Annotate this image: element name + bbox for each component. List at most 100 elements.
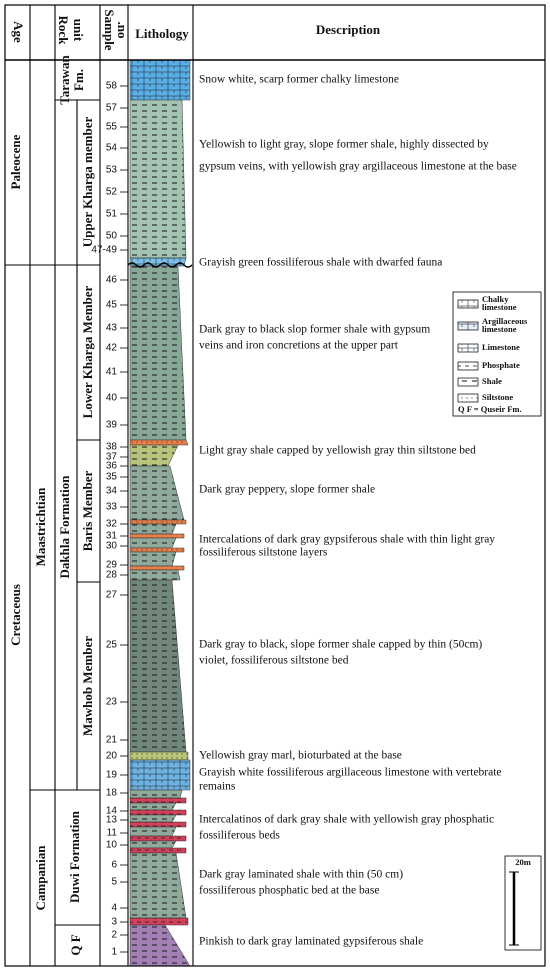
legend-swatch-pattern (458, 344, 478, 352)
sample-number: 6 (111, 860, 117, 871)
rock-pattern (130, 60, 190, 100)
scale-box (504, 855, 542, 951)
sample-number: 2 (111, 930, 117, 941)
rock-pattern (130, 836, 186, 841)
description-text: veins and iron concretions at the upper … (199, 340, 399, 352)
labels: Age Rock unit Sample.no Lithology Description… (8, 9, 531, 957)
rock-pattern (130, 440, 188, 445)
sample-number: 14 (106, 806, 118, 817)
rock-pattern (130, 266, 186, 440)
legend-label: Argillaceous (482, 316, 528, 326)
sample-number: 3 (111, 917, 117, 928)
rock-pattern (130, 534, 184, 538)
description-text: Dark gray to black, slope former shale c… (199, 639, 482, 651)
description-text: Dark gray laminated shale with thin (50 … (199, 869, 403, 881)
sample-number: 43 (106, 323, 118, 334)
sample-number: 1 (111, 947, 117, 958)
sample-number: 47-49 (91, 245, 117, 256)
rock-pattern (130, 918, 188, 925)
description-text: gypsum veins, with yellowish gray argill… (199, 161, 517, 173)
sample-number: 38 (106, 442, 118, 453)
sample-number: 32 (106, 519, 118, 530)
rock-pattern (130, 803, 176, 810)
unconformity (127, 262, 193, 268)
header-sample-no: .no (115, 22, 130, 39)
sample-number: 31 (106, 531, 118, 542)
legend-note: Q F = Quseir Fm. (458, 404, 522, 414)
sample-number: 40 (106, 393, 118, 404)
sample-number: 29 (106, 560, 118, 571)
sample-number: 18 (106, 788, 118, 799)
sample-number: 33 (106, 502, 118, 513)
rock-pattern (130, 815, 176, 822)
rock-unit-label: Baris Member (80, 471, 95, 552)
sample-number: 41 (106, 367, 118, 378)
description-text: remains (199, 781, 236, 793)
description-text: Dark gray peppery, slope former shale (199, 484, 375, 496)
rock-pattern (130, 822, 186, 827)
legend-swatch-pattern (458, 378, 478, 386)
legend-swatch-pattern (458, 362, 478, 370)
legend-swatch-pattern (458, 394, 478, 402)
rock-unit-label: Dakhla Formation (57, 475, 72, 579)
sample-number: 4 (111, 903, 117, 914)
sample-number: 45 (106, 300, 118, 311)
outer-border (4, 4, 546, 967)
rock-pattern (130, 841, 176, 848)
sample-number: 23 (106, 697, 118, 708)
header-rock-unit: unit (71, 19, 86, 42)
sample-number: 55 (106, 122, 118, 133)
rock-pattern (130, 524, 176, 534)
table-frame (4, 4, 546, 967)
sample-number: 53 (106, 165, 118, 176)
description-text: Yellowish to light gray, slope former sh… (199, 139, 489, 151)
legend-label: Shale (482, 376, 502, 386)
description-text: Intercalations of dark gray gypsiferous … (199, 534, 495, 546)
sample-number: 42 (106, 343, 118, 354)
legend-label: Phosphate (482, 360, 520, 370)
rock-unit-label: Tarawan (57, 55, 72, 105)
description-text: violet, fossiliferous siltstone bed (199, 655, 349, 667)
sample-number: 52 (106, 187, 118, 198)
description-text: Pinkish to dark gray laminated gypsifero… (199, 936, 423, 948)
sample-number: 27 (106, 590, 118, 601)
sample-number: 54 (106, 143, 118, 154)
header-age: Age (11, 21, 26, 43)
sample-number: 25 (106, 640, 118, 651)
description-text: fossiliferous siltstone layers (199, 547, 328, 559)
age-label: Cretaceous (8, 584, 23, 646)
rock-pattern (130, 552, 176, 566)
sample-number: 19 (106, 770, 118, 781)
rock-pattern (130, 548, 184, 552)
sample-number: 35 (106, 472, 118, 483)
header-lithology: Lithology (135, 26, 189, 41)
legend-label: limestone (482, 302, 517, 312)
description-text: fossiliferous phosphatic bed at the base (199, 885, 379, 897)
rock-pattern (130, 752, 188, 760)
header-rock-unit: Rock (56, 16, 71, 46)
sample-number: 13 (106, 815, 118, 826)
sample-number: 11 (107, 828, 118, 839)
description-text: Dark gray to black slop former shale wit… (199, 324, 430, 336)
sample-number: 28 (106, 570, 118, 581)
rock-unit-label: Upper Kharga member (80, 117, 95, 248)
rock-pattern (130, 466, 184, 520)
rock-pattern (130, 566, 184, 570)
description-text: Grayish green fossiliferous shale with d… (199, 257, 442, 269)
rock-pattern (130, 848, 186, 853)
legend-label: Siltstone (482, 392, 513, 402)
sample-number: 34 (106, 486, 118, 497)
lithology-column (127, 59, 193, 967)
legend-label: limestone (482, 324, 517, 334)
legend-swatch-pattern (458, 300, 478, 308)
header-description: Description (316, 22, 381, 37)
sample-number: 50 (106, 231, 118, 242)
rock-unit-label: Q F (68, 934, 83, 955)
stage-label: Campanian (33, 845, 48, 911)
rock-pattern (130, 570, 180, 580)
rock-pattern (130, 580, 186, 752)
description-text: Light gray shale capped by yellowish gra… (199, 445, 476, 457)
description-text: Intercalatinos of dark gray shale with y… (199, 814, 494, 826)
rock-unit-label: Fm. (71, 69, 86, 91)
